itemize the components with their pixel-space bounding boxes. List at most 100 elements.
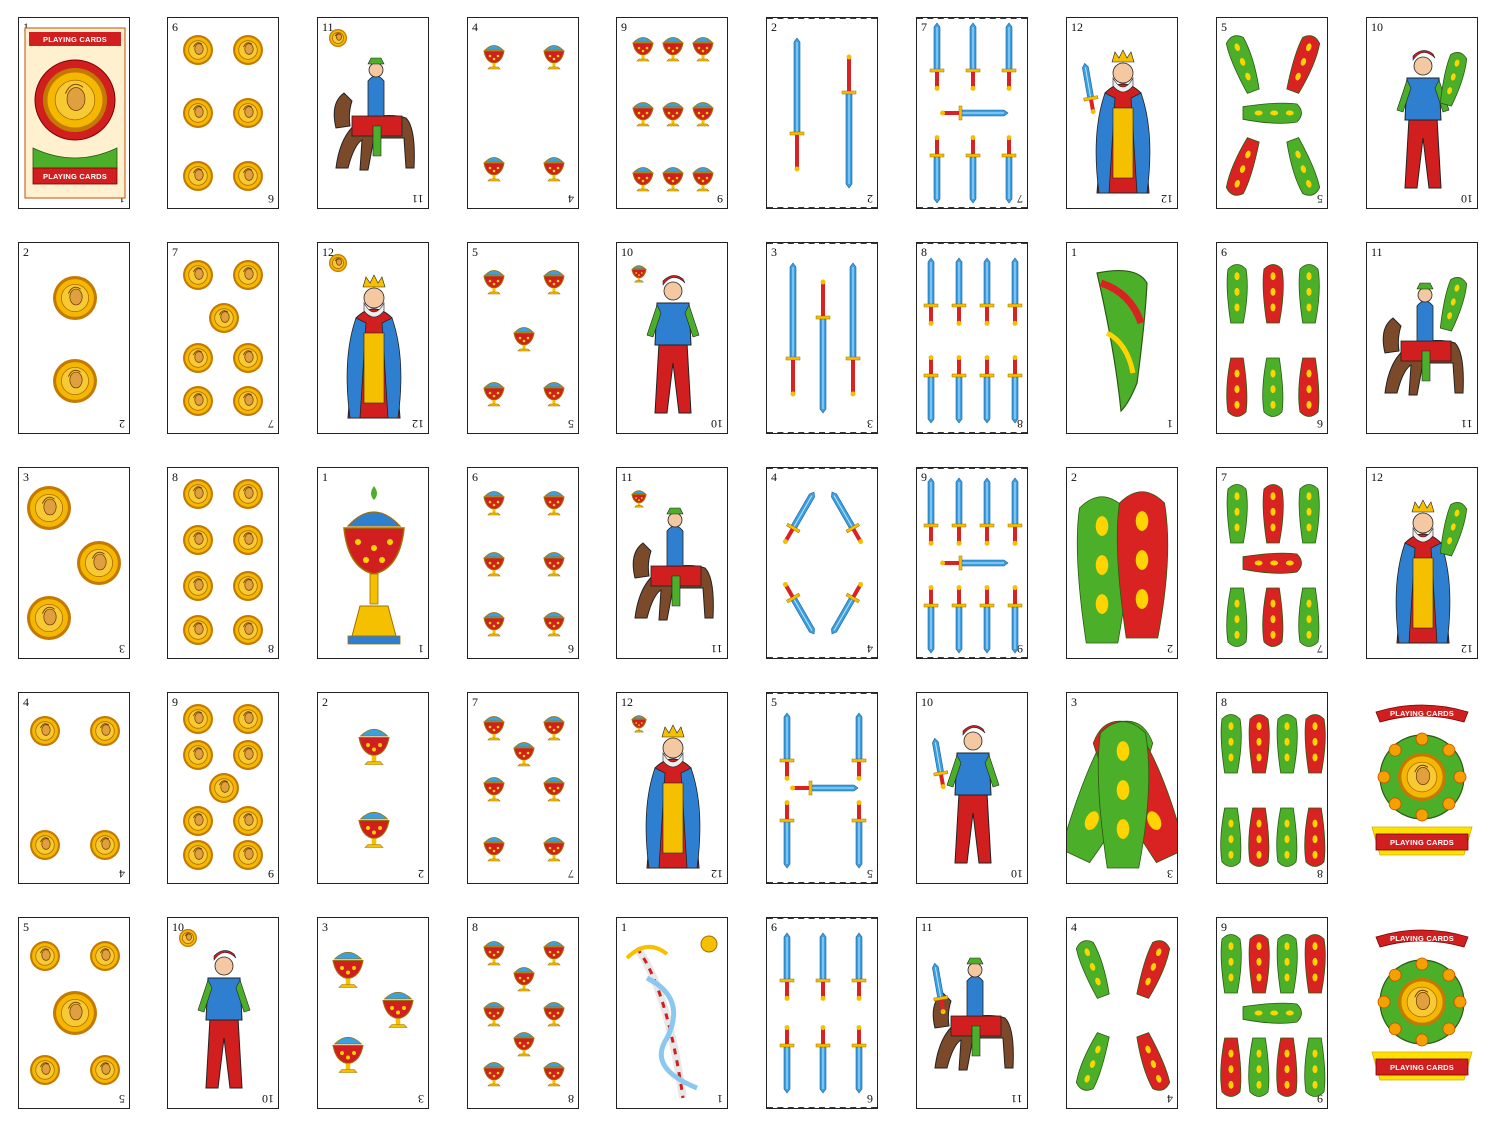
cup-icon <box>543 941 565 966</box>
cup-icon <box>543 777 565 802</box>
card-cups-10[interactable]: 10 10 <box>616 242 728 434</box>
ribbon-title: PLAYING CARDS <box>1390 934 1454 943</box>
cup-icon <box>543 270 565 295</box>
card-coins-10[interactable]: 10 10 <box>167 917 279 1109</box>
cup-icon <box>692 37 714 62</box>
cup-icon <box>483 270 505 295</box>
coin-icon <box>233 343 263 373</box>
sword-icon <box>851 1025 867 1094</box>
card-coins-11[interactable]: 11 11 <box>317 17 429 209</box>
card-coins-12[interactable]: 12 12 <box>317 242 429 434</box>
horse-rider-figure <box>333 57 415 171</box>
cup-icon <box>692 167 714 192</box>
coin-icon <box>1398 753 1446 801</box>
sword-icon <box>815 1025 831 1094</box>
card-artwork <box>1220 714 1326 867</box>
coin-icon <box>30 941 60 971</box>
cup-icon <box>543 382 565 407</box>
cup-icon <box>483 552 505 577</box>
card-artwork <box>631 715 701 869</box>
card-back-1[interactable]: 1 1 PLAYING CARDS PLAYING CARDS <box>18 17 130 209</box>
sword-icon <box>1001 22 1017 91</box>
sword-icon <box>940 555 1009 571</box>
card-artwork <box>785 262 861 414</box>
card-back-blank[interactable]: PLAYING CARDS PLAYING CARDS <box>1366 692 1478 884</box>
card-clubs-11[interactable]: 11 11 <box>1366 242 1478 434</box>
card-clubs-10[interactable]: 10 10 <box>1366 17 1478 209</box>
club-icon <box>1298 587 1320 647</box>
card-index-top: 11 <box>921 920 933 934</box>
card-artwork <box>179 929 251 1089</box>
card-cups-11[interactable]: 11 11 <box>616 467 728 659</box>
card-index-top: 2 <box>1071 470 1077 484</box>
card-artwork <box>1225 35 1321 196</box>
sword-icon <box>979 355 995 424</box>
club-icon <box>1286 137 1321 196</box>
card-swords-10[interactable]: 10 10 <box>916 692 1028 884</box>
card-clubs-12[interactable]: 12 12 <box>1366 467 1478 659</box>
card-back-emblem: PLAYING CARDS PLAYING CARDS <box>24 27 126 199</box>
club-icon <box>1242 552 1302 574</box>
ribbon-title: PLAYING CARDS <box>1390 709 1454 718</box>
back-title: PLAYING CARDS <box>43 35 107 44</box>
card-artwork <box>631 265 700 414</box>
coin-icon <box>183 386 213 416</box>
club-icon <box>1220 1037 1242 1097</box>
club-icon <box>1226 587 1248 647</box>
card-swords-11[interactable]: 11 11 <box>916 917 1028 1109</box>
card-cups-12[interactable]: 12 12 <box>616 692 728 884</box>
card-artwork <box>343 486 405 645</box>
club-icon <box>1226 264 1248 324</box>
page-figure <box>1396 50 1450 189</box>
coin-icon <box>53 359 97 403</box>
club-icon <box>1136 1032 1171 1091</box>
card-artwork <box>779 712 867 869</box>
card-artwork <box>923 257 1023 424</box>
card-back-blank[interactable]: PLAYING CARDS PLAYING CARDS <box>1366 917 1478 1109</box>
coin-icon <box>90 716 120 746</box>
card-artwork <box>30 941 120 1085</box>
coin-icon <box>183 98 213 128</box>
card-artwork <box>1096 270 1148 413</box>
coin-icon <box>233 571 263 601</box>
card-swords-12[interactable]: 12 12 <box>1066 17 1178 209</box>
club-icon <box>1286 35 1321 94</box>
sword-icon <box>965 22 981 91</box>
coin-icon <box>209 773 239 803</box>
